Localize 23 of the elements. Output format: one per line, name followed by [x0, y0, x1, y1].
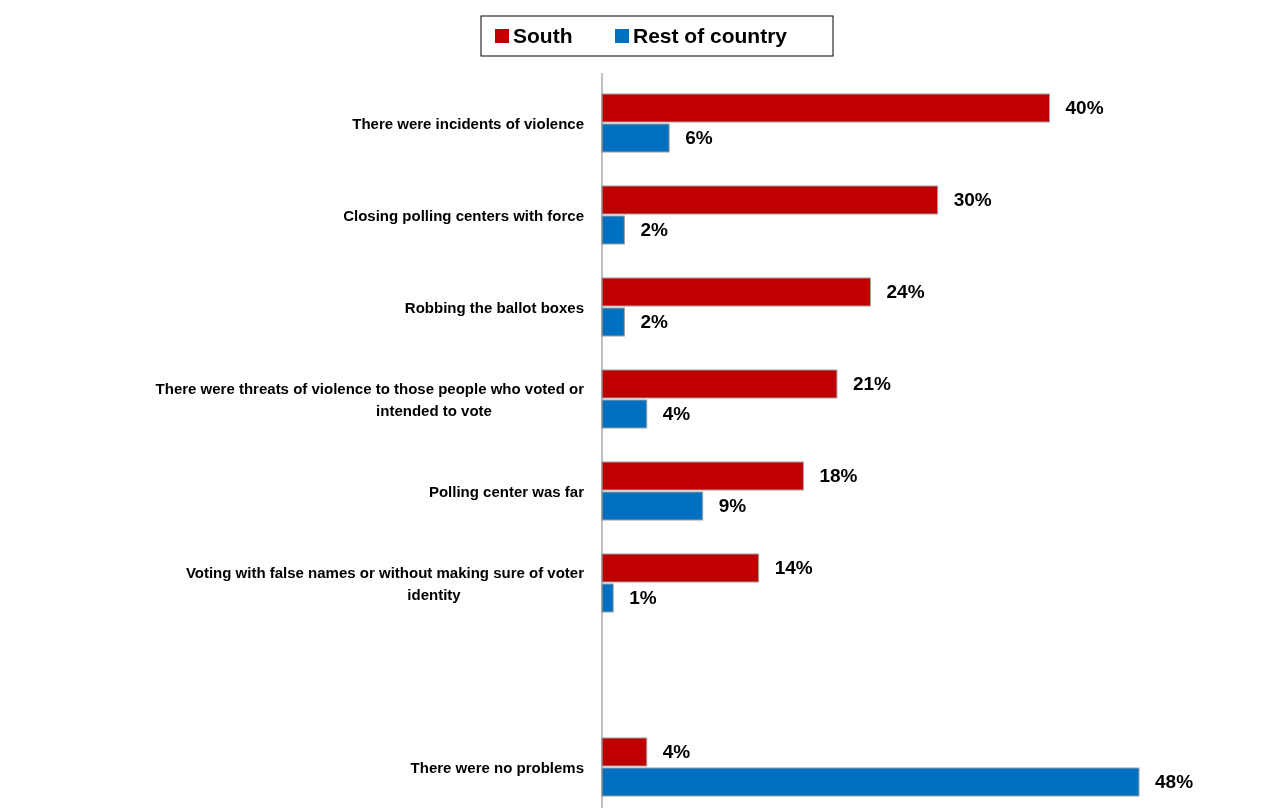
y-tick-label: There were threats of violence to those people who voted or intended to vote — [155, 380, 585, 419]
data-label: 2% — [640, 311, 668, 332]
legend-label: Rest of country — [633, 24, 788, 47]
data-label: 9% — [718, 495, 747, 516]
y-tick-label: Closing polling centers with force — [343, 207, 584, 224]
data-label: 6% — [685, 127, 713, 148]
data-label: 1% — [629, 587, 657, 608]
data-label: 4% — [662, 403, 691, 424]
y-tick-label: Polling center was far — [428, 483, 585, 500]
y-tick-label: There were no problems — [410, 759, 584, 776]
data-label: 24% — [886, 281, 925, 302]
y-tick-label: Voting with false names or without making sure of voter identity — [185, 564, 585, 603]
data-label: 2% — [640, 219, 668, 240]
legend-label: South — [513, 24, 573, 47]
data-label: 18% — [819, 465, 858, 486]
y-tick-label: There were incidents of violence — [352, 115, 584, 132]
data-label: 48% — [1155, 771, 1194, 792]
y-tick-label: Robbing the ballot boxes — [404, 299, 584, 316]
data-label: 30% — [953, 189, 992, 210]
data-label: 21% — [852, 373, 892, 394]
data-label: 14% — [774, 557, 813, 578]
data-label: 40% — [1065, 97, 1104, 118]
data-label: 4% — [662, 741, 691, 762]
